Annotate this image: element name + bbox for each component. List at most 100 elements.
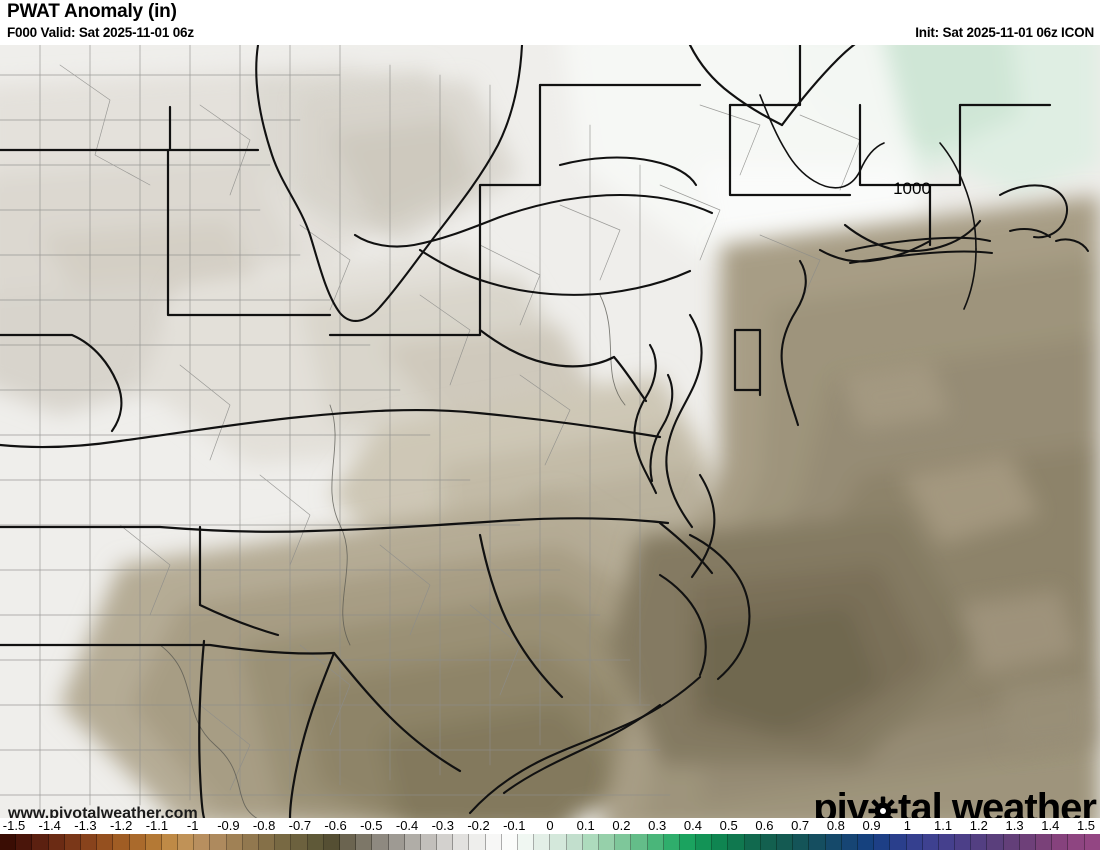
colorbar-swatch[interactable] [388,834,405,850]
colorbar-swatch[interactable] [615,834,632,850]
colorbar-swatch[interactable] [145,834,162,850]
colorbar-tick-label: 1.1 [934,818,953,833]
colorbar-tick-labels: -1.5 -1.4 -1.3 -1.2 -1.1 -1 -0.9 -0.8 -0.7 -0.6 -0… [0,818,1100,834]
colorbar-swatch[interactable] [64,834,81,850]
colorbar-tick-label: 0.3 [648,818,667,833]
colorbar-swatch[interactable] [469,834,486,850]
colorbar-swatch[interactable] [825,834,842,850]
colorbar-swatch[interactable] [987,834,1004,850]
colorbar-tick-label: -1.3 [74,818,97,833]
colorbar-swatch[interactable] [226,834,243,850]
colorbar-tick-label: -0.4 [395,818,419,833]
colorbar-swatch[interactable] [437,834,454,850]
colorbar-swatch[interactable] [113,834,130,850]
colorbar-swatch[interactable] [696,834,713,850]
colorbar-swatch[interactable] [712,834,729,850]
colorbar-swatch[interactable] [890,834,907,850]
colorbar-tick-label: 1.2 [969,818,988,833]
islands [845,184,1089,264]
colorbar-swatch[interactable] [1019,834,1036,850]
colorbar-swatch[interactable] [0,834,17,850]
colorbar-tick-label: -0.5 [360,818,383,833]
colorbar-swatch[interactable] [534,834,551,850]
colorbar-swatch[interactable] [647,834,664,850]
colorbar-tick-label: -0.6 [324,818,347,833]
colorbar-swatch[interactable] [1052,834,1069,850]
colorbar-swatch[interactable] [955,834,972,850]
colorbar-swatch[interactable] [291,834,308,850]
colorbar-swatch[interactable] [307,834,324,850]
page-title: PWAT Anomaly (in) [7,1,177,22]
colorbar-tick-label: -0.1 [503,818,526,833]
colorbar-tick-label: 0.9 [862,818,881,833]
map-svg: 1000 [0,45,1100,818]
colorbar-swatch[interactable] [760,834,777,850]
coastline [255,45,982,815]
colorbar-swatch[interactable] [874,834,891,850]
colorbar-swatch[interactable] [1084,834,1100,850]
colorbar-swatch[interactable] [793,834,810,850]
colorbar-swatch[interactable] [728,834,745,850]
colorbar-tick-label: -1.2 [109,818,133,833]
colorbar-swatch[interactable] [32,834,49,850]
colorbar-swatch[interactable] [80,834,98,850]
colorbar-swatch[interactable] [841,834,858,850]
colorbar-swatch[interactable] [501,834,518,850]
colorbar-swatch[interactable] [777,834,794,850]
colorbar-swatch[interactable] [922,834,939,850]
colorbar[interactable]: -1.5 -1.4 -1.3 -1.2 -1.1 -1 -0.9 -0.8 -0.7 -0.6 -0… [0,818,1100,850]
colorbar-swatch[interactable] [566,834,583,850]
colorbar-swatch[interactable] [275,834,292,850]
colorbar-swatch[interactable] [372,834,389,850]
colorbar-swatch[interactable] [938,834,956,850]
colorbar-tick-label: 1.4 [1041,818,1060,833]
colorbar-tick-label: 1.3 [1005,818,1024,833]
colorbar-swatch[interactable] [16,834,33,850]
colorbar-swatch[interactable] [971,834,988,850]
colorbar-swatch[interactable] [744,834,761,850]
colorbar-swatch[interactable] [631,834,648,850]
colorbar-tick-label: 0.4 [683,818,702,833]
colorbar-swatch[interactable] [809,834,826,850]
colorbar-tick-label: 0 [546,818,554,833]
colorbar-tick-label: -1 [186,818,199,833]
colorbar-swatch[interactable] [161,834,179,850]
colorbar-swatch[interactable] [857,834,875,850]
colorbar-swatch[interactable] [178,834,195,850]
colorbar-swatch[interactable] [356,834,373,850]
colorbar-swatch[interactable] [906,834,923,850]
anomaly-field [0,45,1100,818]
colorbar-swatch[interactable] [129,834,146,850]
colorbar-swatch[interactable] [242,834,259,850]
colorbar-swatch[interactable] [48,834,65,850]
colorbar-swatch[interactable] [1003,834,1020,850]
colorbar-tick-label: 0.8 [826,818,845,833]
contour-label-1000: 1000 [893,179,931,198]
colorbar-swatch[interactable] [420,834,438,850]
colorbar-swatches[interactable] [0,834,1100,850]
colorbar-swatch[interactable] [210,834,227,850]
colorbar-swatch[interactable] [1068,834,1085,850]
colorbar-swatch[interactable] [663,834,680,850]
pressure-contour [759,94,977,310]
colorbar-swatch[interactable] [518,834,535,850]
colorbar-swatch[interactable] [550,834,567,850]
colorbar-swatch[interactable] [582,834,599,850]
colorbar-swatch[interactable] [404,834,421,850]
colorbar-swatch[interactable] [1036,834,1053,850]
valid-time-label: F000 Valid: Sat 2025-11-01 06z [7,25,194,40]
colorbar-swatch[interactable] [453,834,470,850]
colorbar-swatch[interactable] [485,834,502,850]
colorbar-tick-label: -0.3 [431,818,454,833]
colorbar-swatch[interactable] [97,834,114,850]
colorbar-swatch[interactable] [339,834,357,850]
colorbar-tick-label: 1 [903,818,911,833]
colorbar-tick-label: -1.1 [145,818,169,833]
colorbar-swatch[interactable] [598,834,616,850]
map-canvas[interactable]: 1000 [0,45,1100,819]
colorbar-swatch[interactable] [259,834,276,850]
colorbar-swatch[interactable] [679,834,697,850]
colorbar-swatch[interactable] [194,834,211,850]
colorbar-swatch[interactable] [323,834,340,850]
colorbar-tick-label: 0.2 [612,818,631,833]
